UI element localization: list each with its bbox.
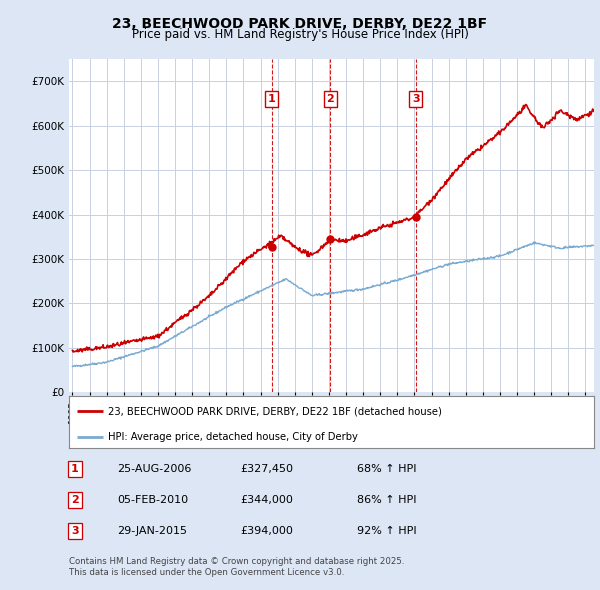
Text: 29-JAN-2015: 29-JAN-2015 xyxy=(117,526,187,536)
Text: 68% ↑ HPI: 68% ↑ HPI xyxy=(357,464,416,474)
Text: 3: 3 xyxy=(412,94,419,104)
Point xyxy=(267,242,277,251)
Text: 1: 1 xyxy=(268,94,275,104)
Text: This data is licensed under the Open Government Licence v3.0.: This data is licensed under the Open Gov… xyxy=(69,568,344,577)
Text: £327,450: £327,450 xyxy=(240,464,293,474)
Text: Price paid vs. HM Land Registry's House Price Index (HPI): Price paid vs. HM Land Registry's House … xyxy=(131,28,469,41)
Text: HPI: Average price, detached house, City of Derby: HPI: Average price, detached house, City… xyxy=(109,432,358,442)
Text: 3: 3 xyxy=(71,526,79,536)
Text: £344,000: £344,000 xyxy=(240,495,293,504)
Text: 23, BEECHWOOD PARK DRIVE, DERBY, DE22 1BF (detached house): 23, BEECHWOOD PARK DRIVE, DERBY, DE22 1B… xyxy=(109,406,442,416)
Text: £394,000: £394,000 xyxy=(240,526,293,536)
Text: 05-FEB-2010: 05-FEB-2010 xyxy=(117,495,188,504)
Text: 25-AUG-2006: 25-AUG-2006 xyxy=(117,464,191,474)
Text: 2: 2 xyxy=(71,495,79,504)
Point xyxy=(326,235,335,244)
Text: 1: 1 xyxy=(71,464,79,474)
Text: 92% ↑ HPI: 92% ↑ HPI xyxy=(357,526,416,536)
Text: Contains HM Land Registry data © Crown copyright and database right 2025.: Contains HM Land Registry data © Crown c… xyxy=(69,557,404,566)
Point xyxy=(411,212,421,222)
Text: 86% ↑ HPI: 86% ↑ HPI xyxy=(357,495,416,504)
Text: 2: 2 xyxy=(326,94,334,104)
Text: 23, BEECHWOOD PARK DRIVE, DERBY, DE22 1BF: 23, BEECHWOOD PARK DRIVE, DERBY, DE22 1B… xyxy=(112,17,488,31)
